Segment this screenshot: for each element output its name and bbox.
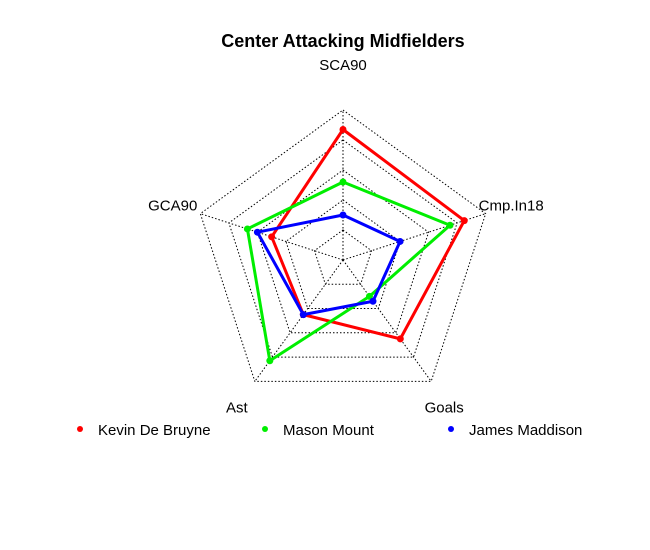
axis-label-3: Ast [226,399,249,416]
data-point-0-2 [396,335,404,343]
data-point-0-1 [460,217,468,225]
data-point-1-2 [365,292,373,300]
grid [199,109,487,382]
data-point-0-4 [268,233,276,241]
data-point-2-3 [299,311,307,319]
series-1 [243,178,454,365]
legend-marker-2 [448,426,454,432]
chart-title: Center Attacking Midfielders [221,31,464,51]
series-line-1 [245,180,452,363]
axis-spoke-1 [342,213,486,261]
data-point-2-4 [253,228,261,236]
axis-label-0: SCA90 [319,57,367,74]
data-point-2-2 [369,297,377,305]
data-point-1-3 [266,357,274,365]
data-point-1-0 [339,178,347,186]
legend-label-1: Mason Mount [283,422,375,439]
series-layer [243,126,468,365]
axis-labels: SCA90 Cmp.In18 Goals Ast GCA90 [148,57,544,416]
series-2 [253,211,404,319]
legend: Kevin De Bruyne Mason Mount James Maddison [77,422,582,439]
data-point-1-1 [446,221,454,229]
legend-label-2: James Maddison [469,422,582,439]
axis-spoke-3 [254,259,344,382]
grid-ring-3 [256,169,430,334]
legend-label-0: Kevin De Bruyne [98,422,211,439]
axis-label-4: GCA90 [148,198,197,215]
axis-label-2: Goals [425,399,464,416]
data-point-2-0 [339,211,347,219]
grid-ring-1 [313,229,373,285]
axis-spoke-2 [342,259,432,382]
series-line-0 [270,128,466,341]
series-line-2 [255,213,402,317]
data-point-1-4 [243,225,251,233]
legend-marker-1 [262,426,268,432]
data-point-2-1 [396,237,404,245]
legend-marker-0 [77,426,83,432]
axis-label-1: Cmp.In18 [479,198,544,215]
data-point-0-0 [339,126,347,133]
grid-ring-2 [285,199,401,310]
